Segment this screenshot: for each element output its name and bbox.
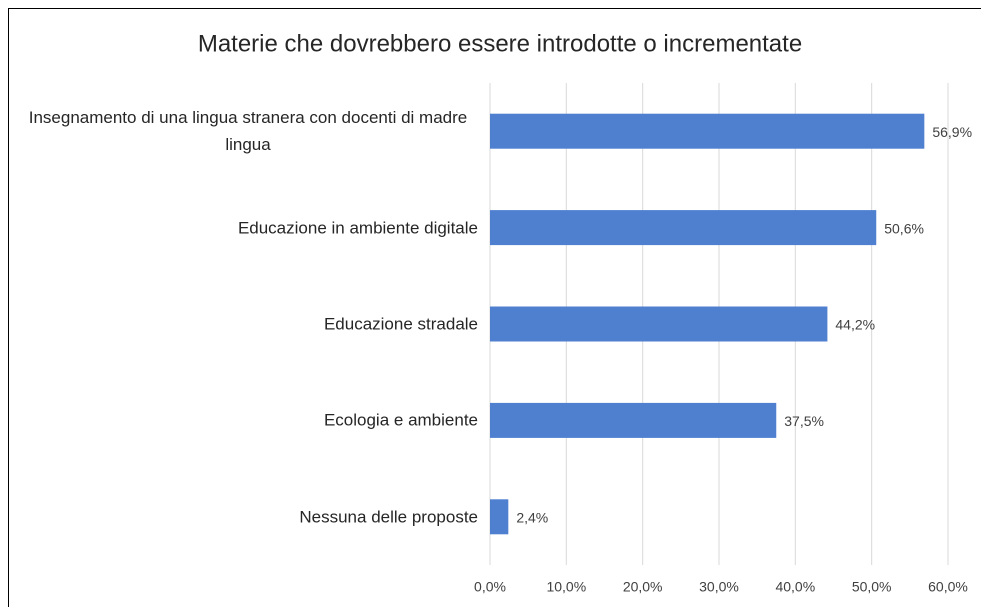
y-tick-label: Educazione stradale: [8, 311, 478, 338]
bar: [490, 210, 877, 246]
y-tick-text: Educazione stradale: [323, 314, 478, 334]
x-tick-label: 60,0%: [928, 579, 968, 595]
y-tick-text: Educazione in ambiente digitale: [237, 218, 478, 238]
y-tick-text: Insegnamento di una lingua stranera con …: [28, 108, 468, 155]
chart-title: Materie che dovrebbero essere introdotte…: [198, 30, 802, 57]
data-label: 44,2%: [835, 317, 875, 333]
bar: [490, 499, 509, 535]
chart-border: [8, 8, 981, 607]
bar: [490, 306, 828, 342]
x-tick-label: 10,0%: [546, 579, 586, 595]
y-tick-label: Ecologia e ambiente: [8, 407, 478, 434]
x-tick-label: 50,0%: [852, 579, 892, 595]
x-tick-label: 40,0%: [775, 579, 815, 595]
bar: [490, 113, 925, 149]
y-tick-text: Nessuna delle proposte: [299, 507, 478, 527]
data-label: 56,9%: [932, 124, 972, 140]
y-tick-label: Insegnamento di una lingua stranera con …: [8, 104, 478, 158]
data-label: 50,6%: [884, 220, 924, 236]
x-tick-label: 20,0%: [623, 579, 663, 595]
y-tick-label: Educazione in ambiente digitale: [8, 214, 478, 241]
x-tick-label: 30,0%: [699, 579, 739, 595]
x-tick-label: 0,0%: [474, 579, 506, 595]
bar: [490, 402, 777, 438]
data-label: 37,5%: [784, 413, 824, 429]
data-label: 2,4%: [516, 510, 548, 526]
y-tick-label: Nessuna delle proposte: [8, 503, 478, 530]
y-tick-text: Ecologia e ambiente: [323, 410, 478, 430]
